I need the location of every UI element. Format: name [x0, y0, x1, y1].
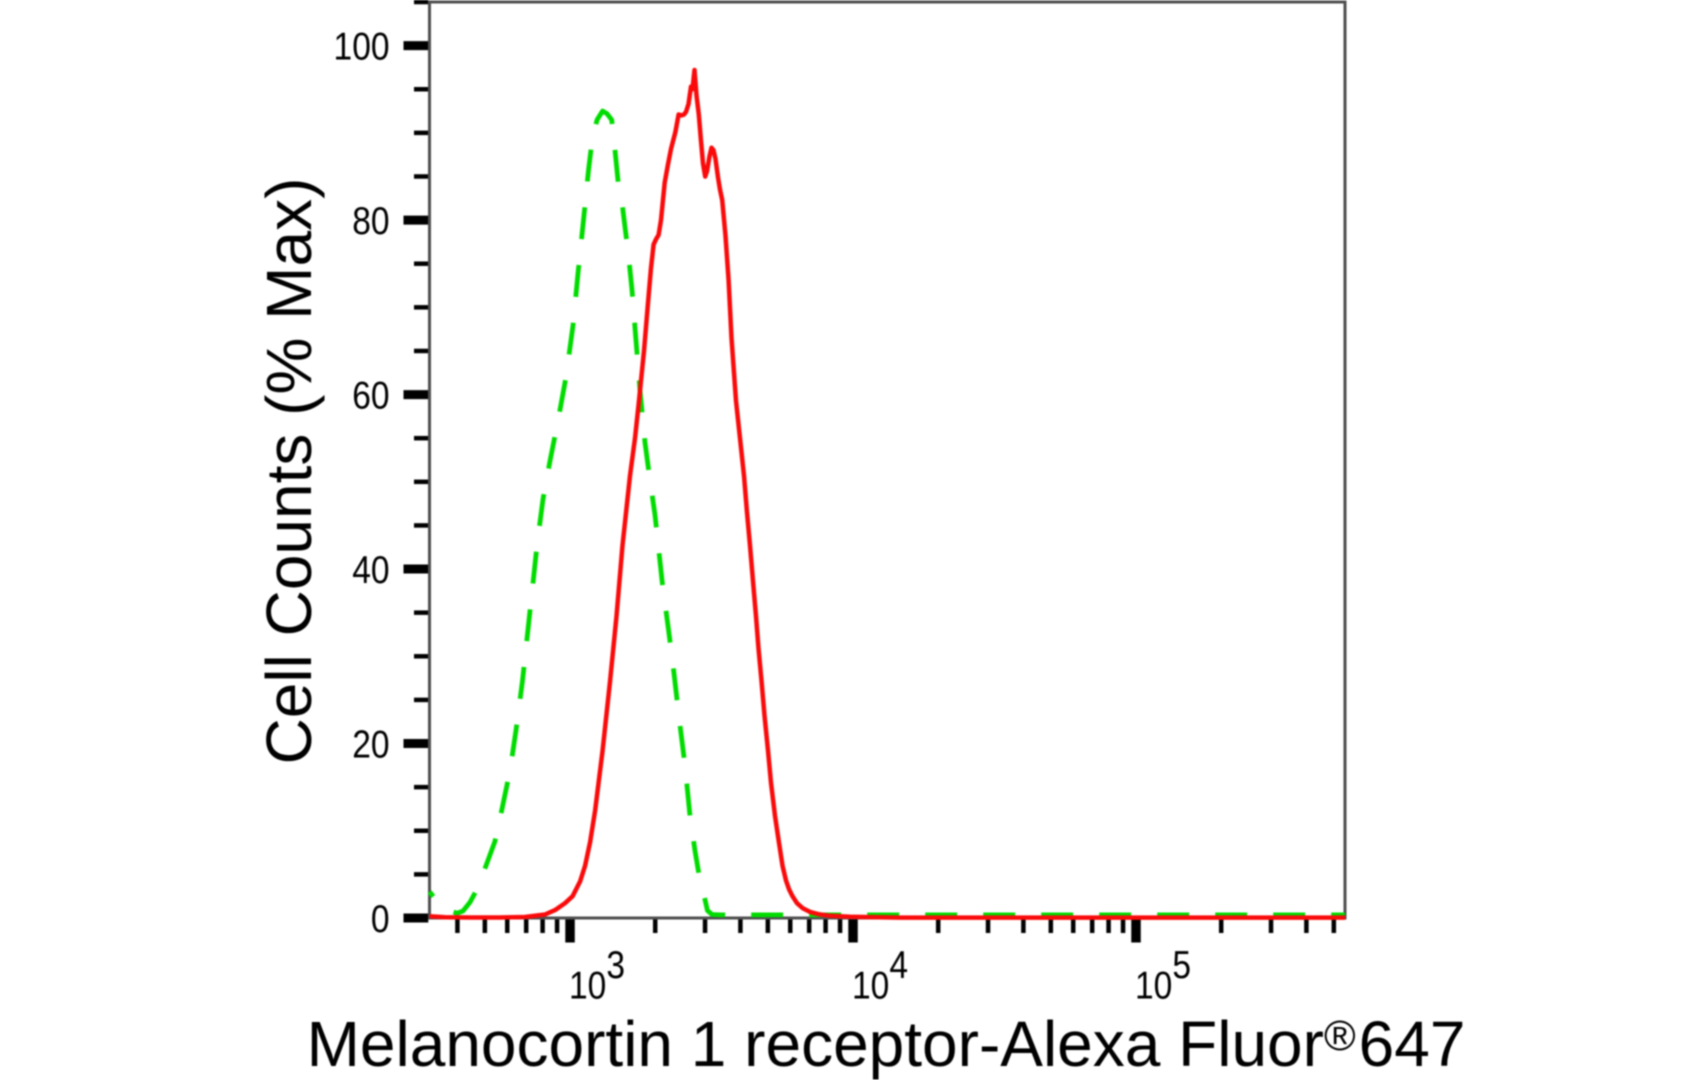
y-axis-ticks — [403, 0, 429, 923]
x-tick-label: 104 — [852, 943, 908, 1007]
y-tick-label: 80 — [352, 199, 389, 243]
series-curves — [427, 67, 1345, 920]
x-axis-tick-labels: 103 104 105 — [569, 943, 1191, 1007]
x-axis-ticks — [455, 919, 1337, 943]
y-axis-tick-labels: 0 20 40 60 80 100 — [334, 24, 390, 940]
y-tick-label: 20 — [352, 722, 389, 766]
y-tick-label: 60 — [352, 373, 389, 417]
y-tick-label: 0 — [371, 897, 390, 941]
y-tick-label: 40 — [352, 548, 389, 592]
plot-frame — [428, 0, 1347, 920]
x-axis-title: Melanocortin 1 receptor-Alexa Fluor®647 — [307, 1008, 1466, 1080]
antibody-curve-solid — [429, 67, 1345, 920]
x-tick-label: 103 — [569, 943, 625, 1007]
control-curve-dashed — [427, 108, 1345, 918]
y-tick-label: 100 — [334, 24, 390, 68]
x-tick-label: 105 — [1135, 943, 1191, 1007]
y-axis-title: Cell Counts (% Max) — [253, 178, 325, 765]
